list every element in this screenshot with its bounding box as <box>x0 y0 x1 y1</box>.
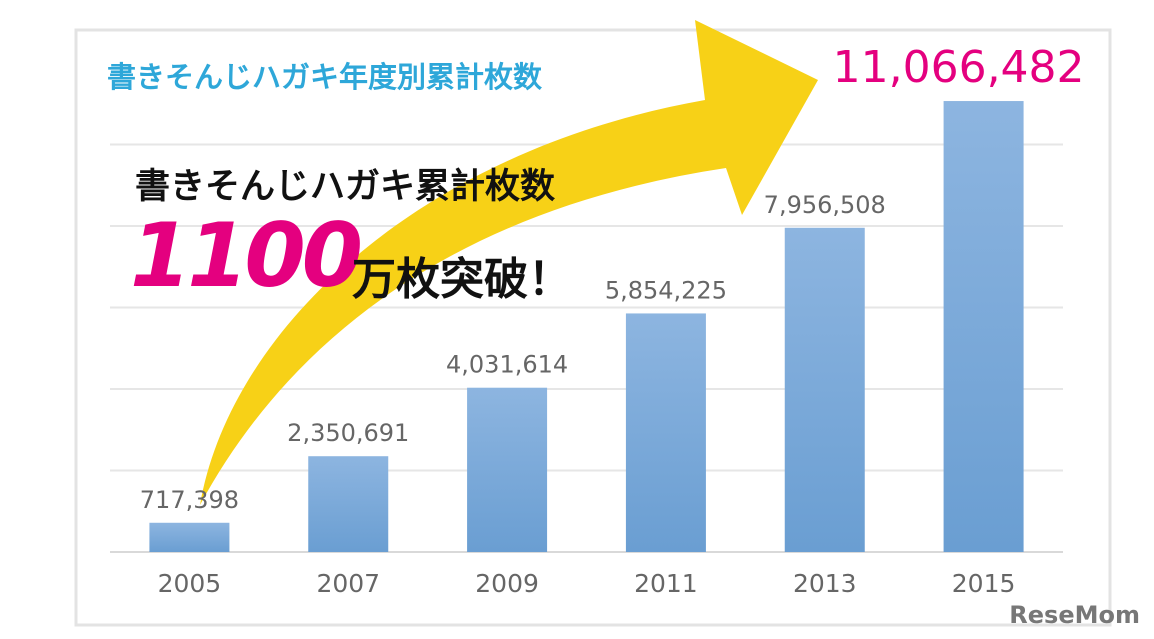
value-label: 2,350,691 <box>287 419 409 447</box>
headline: 書きそんじハガキ累計枚数 <box>135 167 555 207</box>
x-tick-label: 2013 <box>793 569 857 598</box>
highlight-number: 1100 <box>130 204 361 307</box>
bar <box>625 313 706 552</box>
x-tick-label: 2015 <box>952 569 1016 598</box>
bar <box>784 227 865 553</box>
value-label: 717,398 <box>140 486 239 514</box>
x-tick-label: 2009 <box>475 569 539 598</box>
watermark: ReseMom <box>1009 601 1140 629</box>
value-label: 5,854,225 <box>605 276 727 304</box>
x-tick-label: 2011 <box>634 569 698 598</box>
bars <box>149 101 1024 553</box>
chart-title: 書きそんじハガキ年度別累計枚数 <box>107 60 543 94</box>
highlight-value-label: 11,066,482 <box>833 42 1085 93</box>
growth-arrow <box>200 20 818 505</box>
labels: 2005 717,398 2007 2,350,691 2009 4,031,614 201… <box>140 42 1085 598</box>
x-tick-label: 2005 <box>158 569 222 598</box>
bar <box>943 101 1024 552</box>
value-label: 7,956,508 <box>764 191 886 219</box>
x-tick-label: 2007 <box>316 569 380 598</box>
value-label: 4,031,614 <box>446 351 568 379</box>
highlight-suffix: 万枚突破！ <box>352 254 572 305</box>
bar <box>308 456 389 552</box>
bar <box>149 522 230 552</box>
bar <box>467 387 548 552</box>
